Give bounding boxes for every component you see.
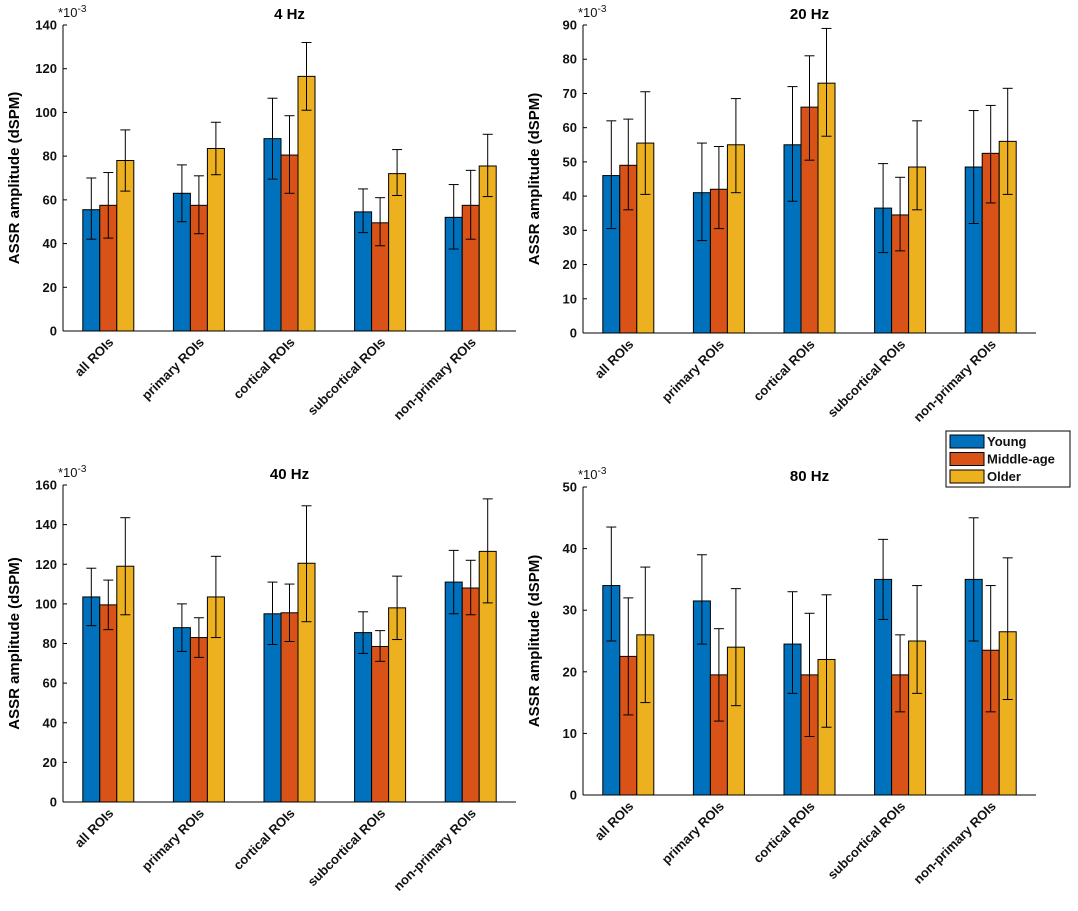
y-tick-label: 160: [35, 478, 57, 493]
y-tick-label: 100: [35, 596, 57, 611]
legend-swatch-young: [949, 434, 985, 449]
y-tick-label: 30: [563, 603, 577, 618]
bar-middle-age: [461, 587, 480, 803]
y-tick-label: 0: [50, 795, 57, 810]
y-tick-label: 60: [43, 676, 57, 691]
bar-middle-age: [371, 645, 390, 803]
y-tick-label: 20: [43, 280, 57, 295]
bar-middle-age: [99, 604, 118, 803]
axis-exponent: *10-3: [58, 464, 87, 480]
x-tick-label: primary ROIs: [659, 337, 727, 405]
y-tick-label: 40: [563, 189, 577, 204]
exponent-base: *10: [58, 5, 78, 20]
legend-label-older: Older: [987, 469, 1021, 484]
chart-title: 20 Hz: [790, 6, 829, 23]
bar-young: [172, 627, 191, 803]
y-axis-label: ASSR amplitude (dSPM): [526, 93, 543, 266]
axis-exponent: *10-3: [578, 466, 607, 482]
exponent-base: *10: [578, 5, 598, 20]
y-tick-label: 120: [35, 61, 57, 76]
y-axis-label: ASSR amplitude (dSPM): [6, 557, 23, 730]
y-axis-label: ASSR amplitude (dSPM): [6, 92, 23, 265]
x-tick-label: all ROIs: [72, 806, 117, 851]
x-tick-label: non-primary ROIs: [911, 337, 999, 425]
bar-middle-age: [189, 637, 208, 803]
chart-title: 80 Hz: [790, 468, 829, 485]
y-tick-label: 0: [570, 326, 577, 341]
y-tick-label: 30: [563, 223, 577, 238]
y-tick-label: 40: [563, 541, 577, 556]
y-tick-label: 20: [563, 664, 577, 679]
chart-panel-1: 20 Hz *10-3 0 10 20 30 40 50 60 70 80 90 ASSR amplit…: [526, 4, 1036, 425]
chart-title: 40 Hz: [270, 466, 309, 483]
legend-label-young: Young: [987, 434, 1027, 449]
x-tick-label: primary ROIs: [139, 806, 207, 874]
chart-panel-3: 80 Hz *10-3 0 10 20 30 40 50 ASSR amplitude (dSP…: [526, 466, 1036, 887]
y-tick-label: 60: [563, 120, 577, 135]
y-tick-label: 120: [35, 557, 57, 572]
x-tick-label: all ROIs: [592, 799, 637, 844]
y-tick-label: 40: [43, 236, 57, 251]
x-tick-label: subcortical ROIs: [825, 337, 909, 421]
y-tick-label: 80: [563, 52, 577, 67]
legend-label-middle-age: Middle-age: [987, 452, 1055, 467]
x-tick-label: primary ROIs: [659, 799, 727, 867]
axis-exponent: *10-3: [58, 4, 87, 20]
exponent-base: *10: [578, 467, 598, 482]
exponent-power: -3: [598, 466, 607, 477]
x-tick-label: cortical ROIs: [230, 335, 297, 402]
y-tick-label: 0: [570, 788, 577, 803]
y-tick-label: 140: [35, 18, 57, 33]
bar-older: [297, 75, 316, 332]
x-tick-label: subcortical ROIs: [305, 806, 389, 890]
y-tick-label: 10: [563, 291, 577, 306]
y-tick-label: 70: [563, 86, 577, 101]
y-tick-label: 100: [35, 105, 57, 120]
y-tick-label: 140: [35, 517, 57, 532]
y-tick-label: 10: [563, 726, 577, 741]
y-tick-label: 50: [563, 480, 577, 495]
chart-panel-2: 40 Hz *10-3 0 20 40 60 80 100 120 140 160 ASSR ampl…: [6, 464, 516, 894]
y-tick-label: 0: [50, 324, 57, 339]
legend-swatch-older: [949, 469, 985, 484]
legend-swatch-middle-age: [949, 452, 985, 466]
y-tick-label: 60: [43, 192, 57, 207]
exponent-power: -3: [598, 4, 607, 15]
bar-older: [206, 147, 225, 332]
x-tick-label: cortical ROIs: [750, 799, 817, 866]
x-tick-label: subcortical ROIs: [305, 335, 389, 419]
x-tick-label: cortical ROIs: [750, 337, 817, 404]
exponent-power: -3: [78, 4, 87, 15]
bar-young: [444, 581, 463, 803]
x-tick-label: non-primary ROIs: [911, 799, 999, 887]
x-tick-label: non-primary ROIs: [391, 806, 479, 894]
legend: Young Middle-age Older: [945, 430, 1071, 488]
exponent-power: -3: [78, 464, 87, 475]
axis-exponent: *10-3: [578, 4, 607, 20]
y-tick-label: 80: [43, 149, 57, 164]
x-tick-label: all ROIs: [72, 335, 117, 380]
y-tick-label: 90: [563, 18, 577, 33]
x-tick-label: all ROIs: [592, 337, 637, 382]
x-tick-label: non-primary ROIs: [391, 335, 479, 423]
x-tick-label: subcortical ROIs: [825, 799, 909, 883]
y-tick-label: 40: [43, 715, 57, 730]
chart-panel-0: 4 Hz *10-3 0 20 40 60 80 100 120 140 ASSR amplitud…: [6, 4, 516, 423]
y-axis-label: ASSR amplitude (dSPM): [526, 555, 543, 728]
y-tick-label: 20: [563, 257, 577, 272]
bar-young: [354, 632, 373, 803]
x-tick-label: cortical ROIs: [230, 806, 297, 873]
y-tick-label: 50: [563, 154, 577, 169]
chart-title: 4 Hz: [274, 6, 305, 23]
exponent-base: *10: [58, 465, 78, 480]
bar-young: [82, 596, 101, 803]
y-tick-label: 80: [43, 636, 57, 651]
y-tick-label: 20: [43, 755, 57, 770]
x-tick-label: primary ROIs: [139, 335, 207, 403]
bar-older: [388, 173, 407, 332]
